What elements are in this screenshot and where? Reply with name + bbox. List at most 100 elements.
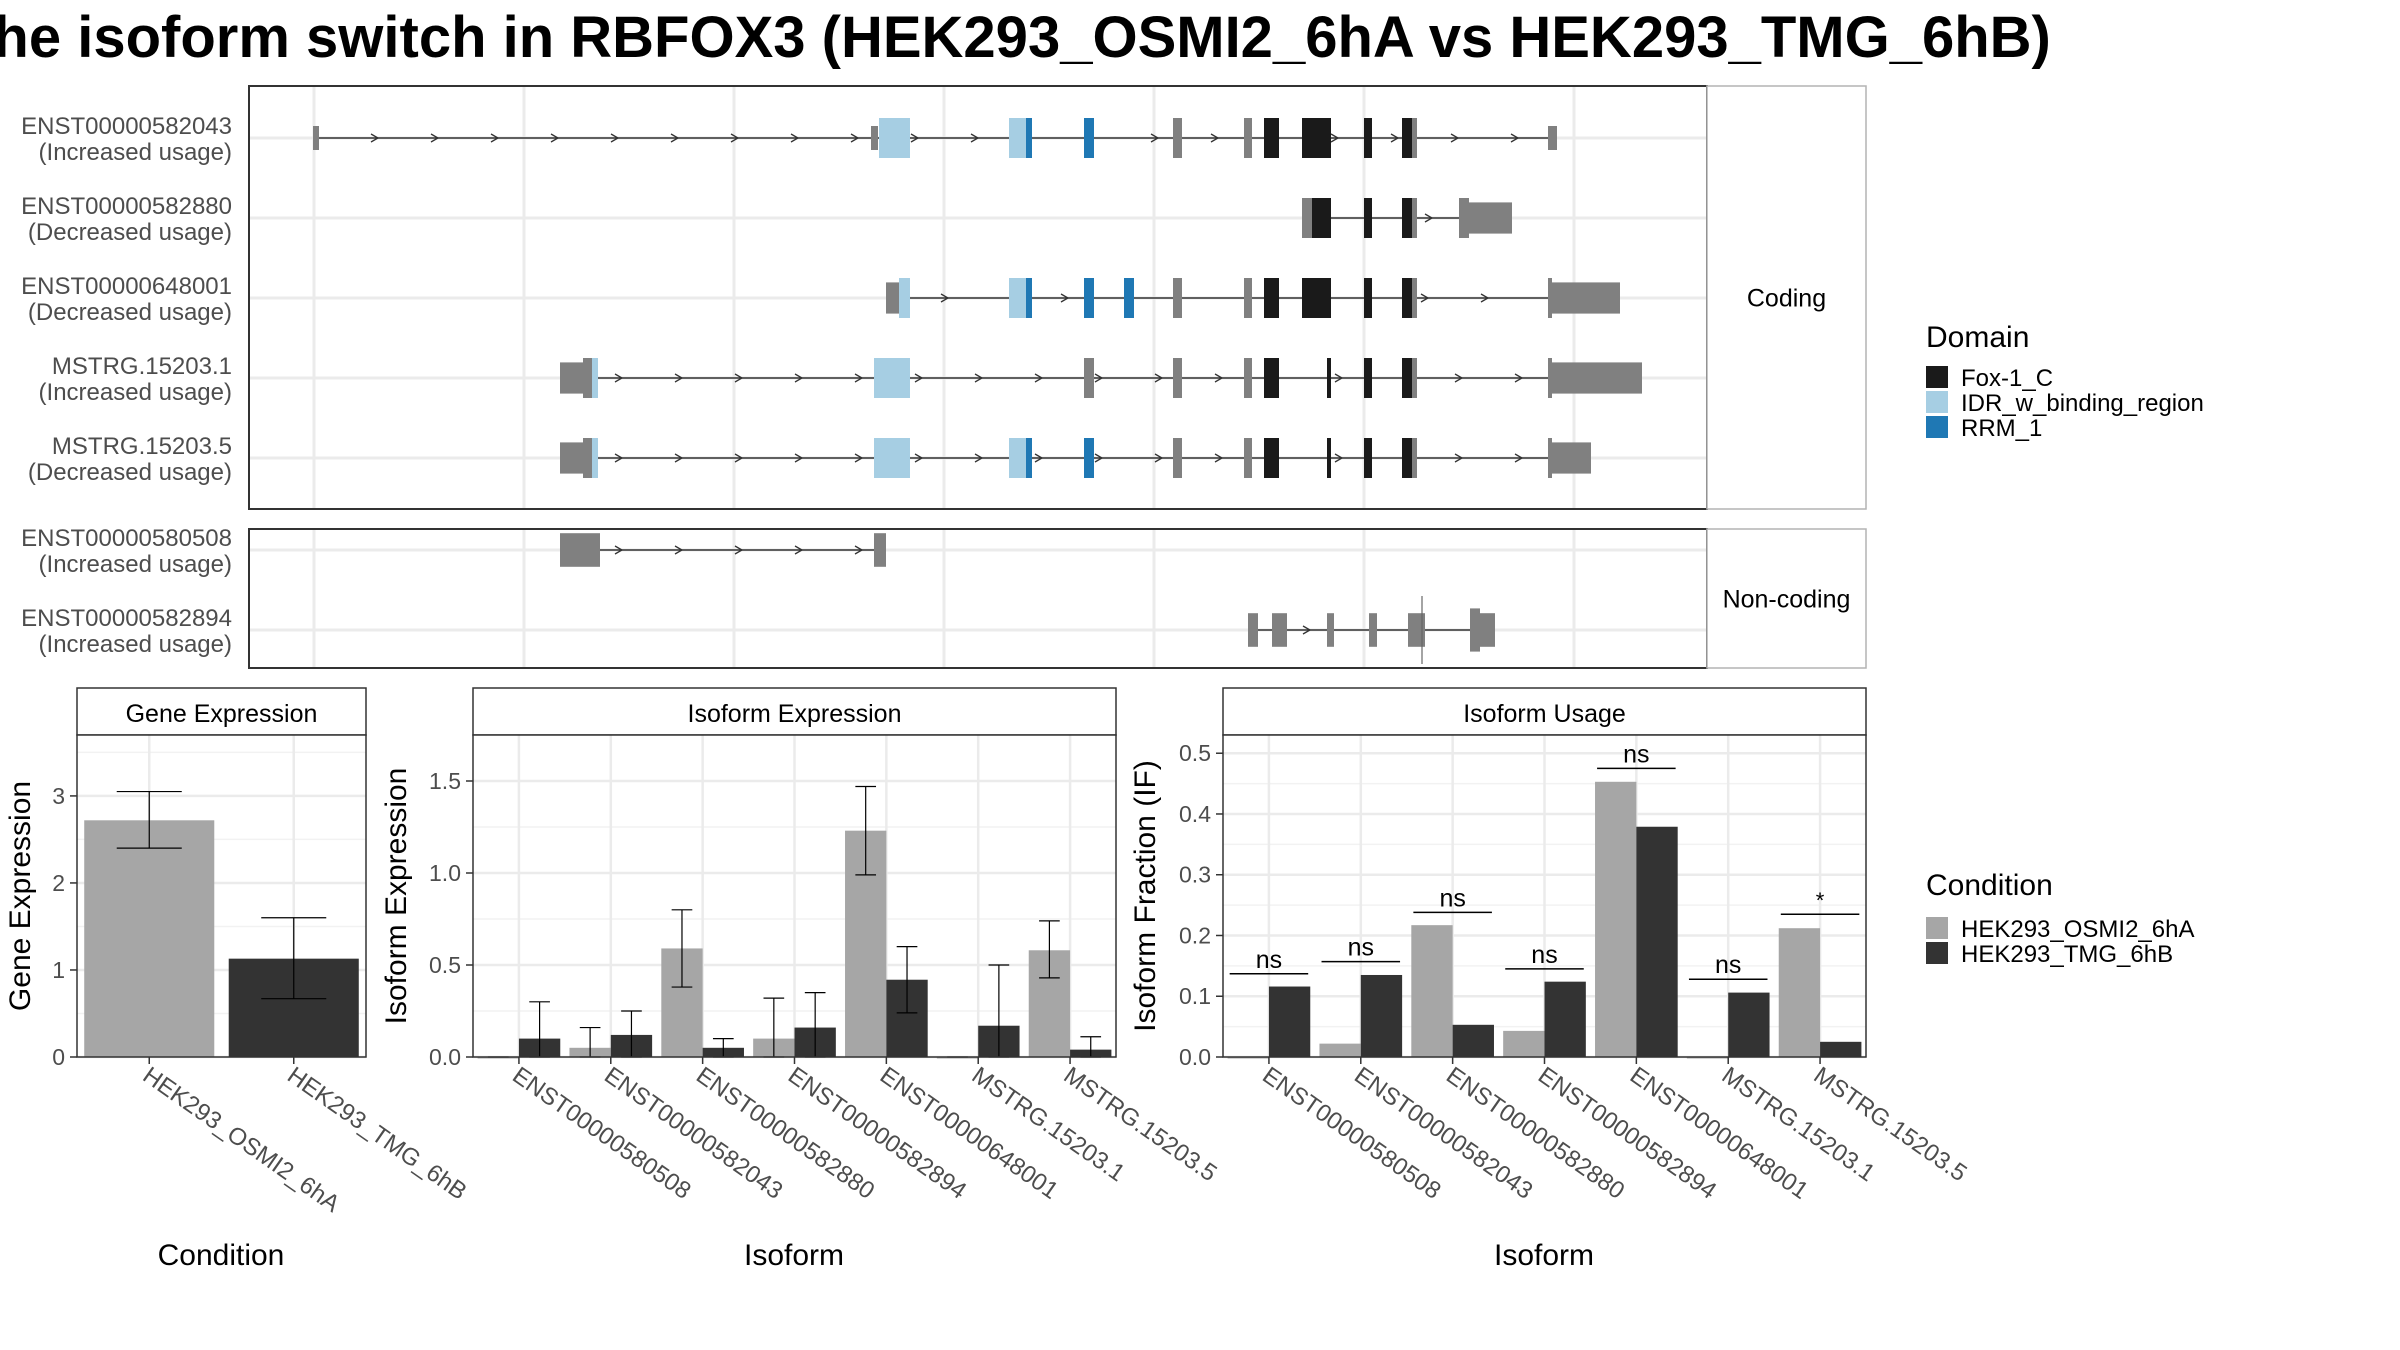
exon	[1173, 118, 1182, 158]
exon	[560, 362, 583, 394]
exon	[1244, 358, 1252, 398]
exon	[1548, 278, 1552, 318]
significance-label: ns	[1348, 934, 1374, 962]
exon	[1173, 438, 1182, 478]
y-tick-label: 1.5	[429, 768, 461, 794]
strand-arrow	[1060, 293, 1070, 303]
facet-strip-label-coding: Coding	[1747, 285, 1826, 313]
strand-arrow	[734, 453, 744, 463]
strand-arrow	[730, 133, 740, 143]
facet-strip	[1706, 528, 1867, 669]
legend-key-cond-b	[1926, 942, 1948, 964]
exon	[1009, 278, 1026, 318]
strand-arrow	[674, 453, 684, 463]
exon	[1548, 126, 1557, 150]
structure-panel-bg	[249, 529, 1707, 668]
exon	[1552, 442, 1591, 474]
strand-arrow	[734, 373, 744, 383]
strand-arrow	[1154, 453, 1164, 463]
exon	[1248, 613, 1258, 647]
expression-charts: Gene Expression0123HEK293_OSMI2_6hAHEK29…	[4, 687, 1972, 1272]
strand-arrow	[674, 545, 684, 555]
figure-title: The isoform switch in RBFOX3 (HEK293_OSM…	[0, 5, 2051, 70]
exon	[1084, 358, 1094, 398]
strand-arrow	[1214, 453, 1224, 463]
exon	[1402, 198, 1412, 238]
strand-arrow	[1390, 133, 1400, 143]
exon	[1264, 118, 1279, 158]
strand-arrow	[1154, 373, 1164, 383]
facet-strip	[1706, 85, 1867, 510]
exon	[874, 533, 886, 567]
strand-arrow	[1514, 453, 1524, 463]
exon	[560, 442, 583, 474]
exon	[1302, 198, 1312, 238]
exon	[1327, 438, 1331, 478]
exon	[1552, 282, 1620, 314]
y-tick-label: 2	[52, 870, 65, 896]
transcript-id-label: ENST00000582880	[21, 193, 232, 220]
bar	[84, 820, 215, 1057]
strand-arrow	[854, 453, 864, 463]
y-axis-title: Isoform Expression	[380, 768, 413, 1025]
strand-arrow	[1514, 373, 1524, 383]
exon	[1408, 613, 1422, 647]
exon	[560, 533, 600, 567]
exon	[1422, 613, 1425, 647]
exon	[1327, 358, 1331, 398]
exon	[1312, 198, 1331, 238]
strand-arrow	[614, 373, 624, 383]
exon	[1173, 278, 1182, 318]
exon	[1369, 613, 1377, 647]
y-tick-label: 0.1	[1179, 983, 1211, 1009]
y-tick-label: 0.0	[429, 1044, 461, 1070]
transcript-id-label: ENST00000648001	[21, 273, 232, 300]
exon	[1548, 358, 1552, 398]
strand-arrow	[1424, 213, 1434, 223]
transcript-usage-label: (Increased usage)	[39, 551, 232, 578]
exon	[1412, 198, 1417, 238]
significance-label: ns	[1531, 941, 1557, 969]
strand-arrow	[914, 453, 924, 463]
significance-label: ns	[1256, 946, 1282, 974]
transcript-id-label: ENST00000582894	[21, 605, 232, 632]
exon	[1402, 278, 1412, 318]
transcript-id-label: MSTRG.15203.5	[52, 433, 232, 460]
condition-legend-title: Condition	[1926, 869, 2053, 902]
exon	[1244, 118, 1252, 158]
chart-strip	[76, 687, 367, 736]
legend-key-cond-a	[1926, 917, 1948, 939]
exon	[313, 126, 319, 150]
strand-arrow	[1334, 373, 1344, 383]
exon	[1084, 118, 1094, 158]
exon	[1124, 278, 1134, 318]
exon	[1264, 438, 1279, 478]
strand-arrow	[974, 373, 984, 383]
x-tick-label: MSTRG.15203.1	[1717, 1062, 1880, 1187]
chart-strip	[1222, 687, 1867, 736]
exon	[874, 438, 910, 478]
exon	[1173, 358, 1182, 398]
exon	[1244, 438, 1252, 478]
bar-cond-a	[1778, 928, 1821, 1057]
y-tick-label: 1	[52, 957, 65, 983]
significance-label: *	[1816, 888, 1825, 913]
strand-arrow	[1302, 625, 1312, 635]
exon	[1244, 278, 1252, 318]
strand-arrow	[734, 545, 744, 555]
exon	[1026, 118, 1032, 158]
strand-arrow	[670, 133, 680, 143]
bar-cond-a	[1411, 925, 1453, 1057]
strand-arrow	[1510, 133, 1520, 143]
strand-arrow	[914, 373, 924, 383]
chart-panel-border	[76, 734, 367, 1058]
exon	[1459, 198, 1469, 238]
bar-cond-b	[1360, 974, 1403, 1057]
transcript-usage-label: (Increased usage)	[39, 139, 232, 166]
exon	[1402, 118, 1412, 158]
strand-arrow	[1210, 133, 1220, 143]
exon	[1364, 118, 1372, 158]
strand-arrow	[790, 133, 800, 143]
bar-cond-b	[1544, 981, 1586, 1057]
legend-label-fox1c: Fox-1_C	[1961, 365, 2053, 392]
